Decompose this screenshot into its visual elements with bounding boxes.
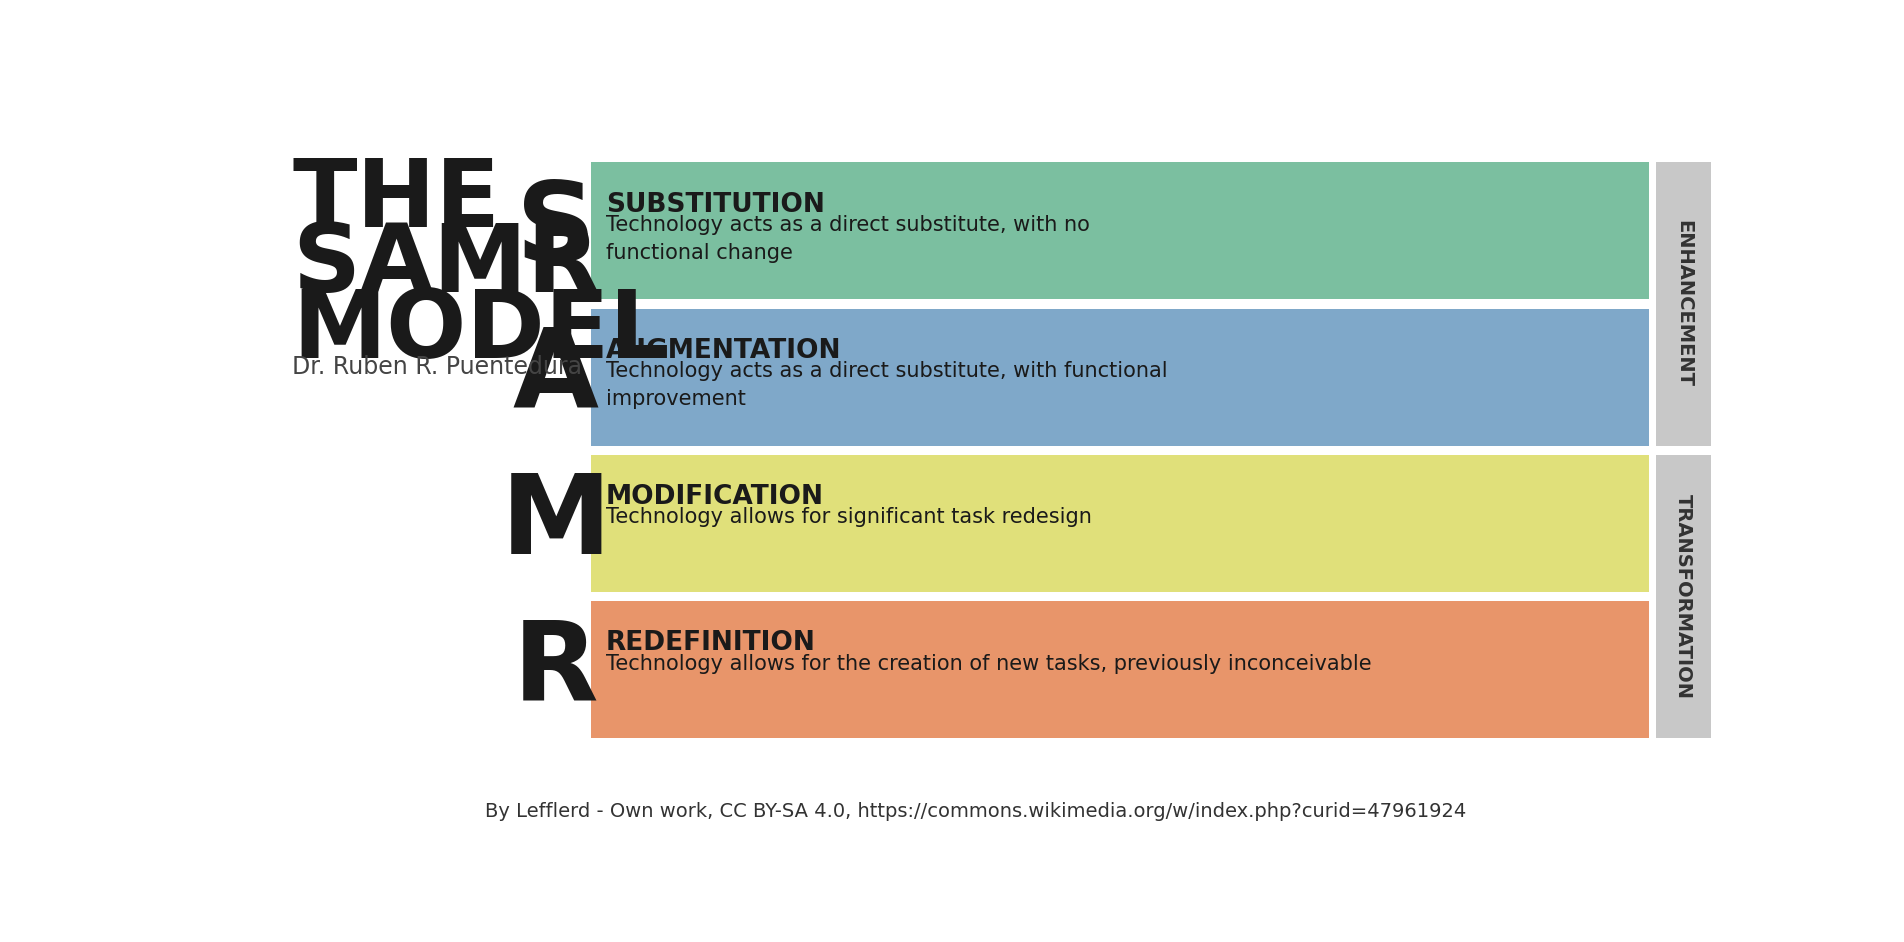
Text: Technology acts as a direct substitute, with no
functional change: Technology acts as a direct substitute, …	[605, 215, 1089, 263]
Text: THE: THE	[291, 154, 501, 247]
FancyBboxPatch shape	[1656, 455, 1710, 739]
Text: REDEFINITION: REDEFINITION	[605, 630, 817, 657]
Text: By Lefflerd - Own work, CC BY-SA 4.0, https://commons.wikimedia.org/w/index.php?: By Lefflerd - Own work, CC BY-SA 4.0, ht…	[486, 803, 1466, 821]
Text: Technology acts as a direct substitute, with functional
improvement: Technology acts as a direct substitute, …	[605, 361, 1167, 409]
Text: S: S	[516, 177, 596, 284]
Text: A: A	[512, 324, 598, 430]
FancyBboxPatch shape	[590, 601, 1649, 739]
Text: SUBSTITUTION: SUBSTITUTION	[605, 191, 824, 218]
Text: AUGMENTATION: AUGMENTATION	[605, 338, 842, 364]
Text: Technology allows for significant task redesign: Technology allows for significant task r…	[605, 508, 1093, 528]
Text: Technology allows for the creation of new tasks, previously inconceivable: Technology allows for the creation of ne…	[605, 654, 1371, 674]
Text: R: R	[512, 616, 598, 723]
Text: SAMR: SAMR	[291, 220, 600, 312]
FancyBboxPatch shape	[590, 455, 1649, 592]
Text: M: M	[501, 470, 611, 577]
Text: Dr. Ruben R. Puentedura: Dr. Ruben R. Puentedura	[291, 355, 583, 379]
Text: TRANSFORMATION: TRANSFORMATION	[1674, 495, 1693, 699]
FancyBboxPatch shape	[590, 162, 1649, 300]
FancyBboxPatch shape	[590, 309, 1649, 446]
Text: MODIFICATION: MODIFICATION	[605, 484, 824, 511]
FancyBboxPatch shape	[1656, 162, 1710, 446]
Text: MODEL: MODEL	[291, 285, 670, 378]
Text: ENHANCEMENT: ENHANCEMENT	[1674, 220, 1693, 387]
